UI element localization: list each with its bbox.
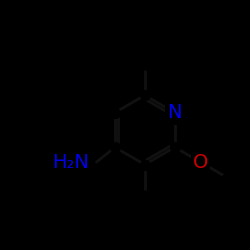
Text: H₂N: H₂N xyxy=(52,152,89,172)
Text: O: O xyxy=(193,152,208,172)
Text: N: N xyxy=(168,103,182,122)
